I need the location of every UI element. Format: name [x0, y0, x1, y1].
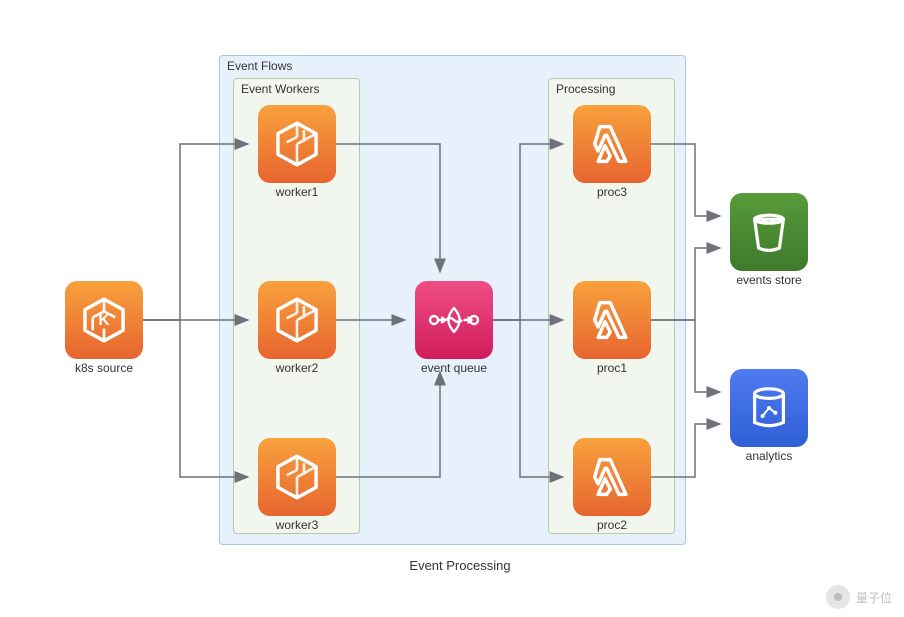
hex-icon: [271, 118, 323, 170]
group-label-event-flows: Event Flows: [227, 59, 292, 73]
node-label-k8s: k8s source: [45, 361, 163, 375]
group-label-event-workers: Event Workers: [241, 82, 319, 96]
node-label-worker1: worker1: [238, 185, 356, 199]
db-icon: [745, 384, 793, 432]
node-label-proc2: proc2: [553, 518, 671, 532]
diagram-canvas: Event Flows Event Workers Processing K k8s…: [0, 0, 904, 617]
node-worker1: [258, 105, 336, 183]
lambda-icon: [586, 118, 638, 170]
lambda-icon: [586, 294, 638, 346]
node-store: [730, 193, 808, 271]
hex-icon: [271, 451, 323, 503]
node-label-proc3: proc3: [553, 185, 671, 199]
watermark: 量子位: [826, 585, 892, 609]
watermark-dot: [834, 593, 842, 601]
watermark-icon: [826, 585, 850, 609]
node-worker2: [258, 281, 336, 359]
node-label-proc1: proc1: [553, 361, 671, 375]
lambda-icon: [586, 451, 638, 503]
hex-icon: [271, 294, 323, 346]
node-label-store: events store: [710, 273, 828, 287]
node-worker3: [258, 438, 336, 516]
node-label-worker3: worker3: [238, 518, 356, 532]
node-queue: [415, 281, 493, 359]
kube-icon: K: [78, 294, 130, 346]
node-label-queue: event queue: [395, 361, 513, 375]
queue-icon: [426, 300, 482, 340]
node-proc1: [573, 281, 651, 359]
node-analytics: [730, 369, 808, 447]
node-label-analytics: analytics: [710, 449, 828, 463]
bucket-icon: [745, 208, 793, 256]
group-label-processing: Processing: [556, 82, 615, 96]
main-title: Event Processing: [360, 558, 560, 573]
watermark-text: 量子位: [856, 589, 892, 606]
node-label-worker2: worker2: [238, 361, 356, 375]
node-proc3: [573, 105, 651, 183]
node-k8s: K: [65, 281, 143, 359]
node-proc2: [573, 438, 651, 516]
svg-text:K: K: [98, 312, 110, 329]
